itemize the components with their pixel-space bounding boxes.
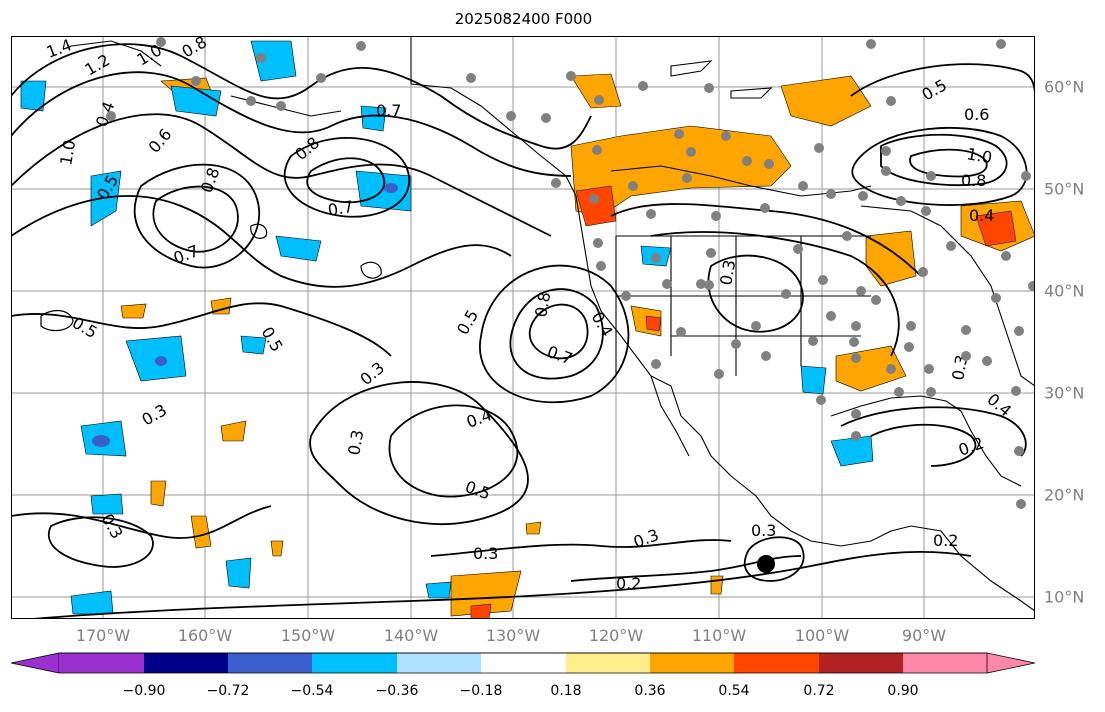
contour-label: 0.8 (961, 171, 986, 190)
contour-label: 0.5 (463, 477, 493, 504)
lat-label: 20°N (1044, 485, 1085, 505)
colorbar (11, 652, 1035, 674)
lon-label: 170°W (75, 626, 131, 645)
contour-label: 0.2 (616, 574, 641, 593)
contour-label: 1.0 (56, 138, 79, 166)
contour-label: 1.0 (965, 144, 993, 167)
lat-label: 10°N (1044, 587, 1085, 607)
contour-label: 0.3 (98, 511, 127, 543)
black-marker (757, 555, 775, 573)
contour-label: 0.3 (631, 525, 661, 552)
colorbar-tick: 0.36 (634, 683, 666, 699)
lon-label: 160°W (177, 626, 233, 645)
colorbar-tick: −0.72 (206, 683, 250, 699)
colorbar-tick: −0.54 (290, 683, 334, 699)
station-markers (106, 37, 1035, 509)
contour-label: 0.3 (344, 428, 367, 456)
contour-label: 0.4 (969, 206, 994, 225)
contour-label: 0.6 (964, 105, 989, 124)
lon-label: 100°W (794, 626, 850, 645)
contour-label: 0.7 (376, 101, 401, 120)
colorbar-extend-max (986, 652, 1035, 674)
contour-label: 0.3 (751, 521, 776, 540)
map-plot: 1.4 1.2 1.0 0.8 1.0 0.4 0.6 0.8 0.7 0.5 … (11, 36, 1035, 619)
lat-label: 40°N (1044, 281, 1085, 301)
map-title: 2025082400 F000 (454, 10, 593, 28)
contour-label: 0.4 (983, 390, 1015, 421)
colorbar-tick: −0.36 (375, 683, 419, 699)
lon-label: 140°W (383, 626, 439, 645)
colorbar-tick: 0.18 (550, 683, 582, 699)
contour-label: 0.2 (933, 531, 958, 550)
lat-label: 30°N (1044, 383, 1085, 403)
lat-label: 50°N (1044, 179, 1085, 199)
coastlines (70, 36, 1035, 612)
contours (11, 43, 1035, 619)
colorbar-tick: −0.90 (122, 683, 166, 699)
colorbar-tick: 0.54 (718, 683, 750, 699)
contour-label: 0.5 (919, 75, 951, 104)
lon-label: 110°W (691, 626, 747, 645)
colorbar-tick: 0.72 (803, 683, 835, 699)
contour-thin (40, 223, 382, 332)
lon-label: 150°W (280, 626, 336, 645)
contour-label: 0.8 (531, 290, 554, 318)
contour-label: 0.7 (326, 197, 354, 220)
contour-label: 0.3 (139, 400, 171, 429)
colorbar-extend-min (11, 652, 60, 674)
lat-label: 60°N (1044, 77, 1085, 97)
contour-label: 0.4 (588, 309, 617, 341)
positive-shading (120, 73, 1035, 617)
lon-label: 120°W (588, 626, 644, 645)
contour-label: 0.5 (453, 306, 482, 338)
lon-label: 90°W (901, 626, 947, 645)
graticule (11, 36, 1035, 619)
contour-label: 0.3 (716, 258, 739, 286)
contour-label: 0.2 (956, 433, 986, 460)
lon-label: 130°W (485, 626, 541, 645)
strong-positive-shading (470, 185, 1017, 619)
contour-label: 0.8 (291, 133, 323, 164)
contour-label: 0.6 (145, 125, 176, 157)
contour-label: 0.7 (545, 342, 575, 369)
contour-label: 0.4 (464, 405, 494, 432)
colorbar-tick: 0.90 (887, 683, 919, 699)
deep-negative-shading (92, 183, 398, 447)
colorbar-tick: −0.18 (459, 683, 503, 699)
contour-label: 1.4 (44, 36, 74, 62)
contour-label: 0.3 (473, 544, 498, 563)
